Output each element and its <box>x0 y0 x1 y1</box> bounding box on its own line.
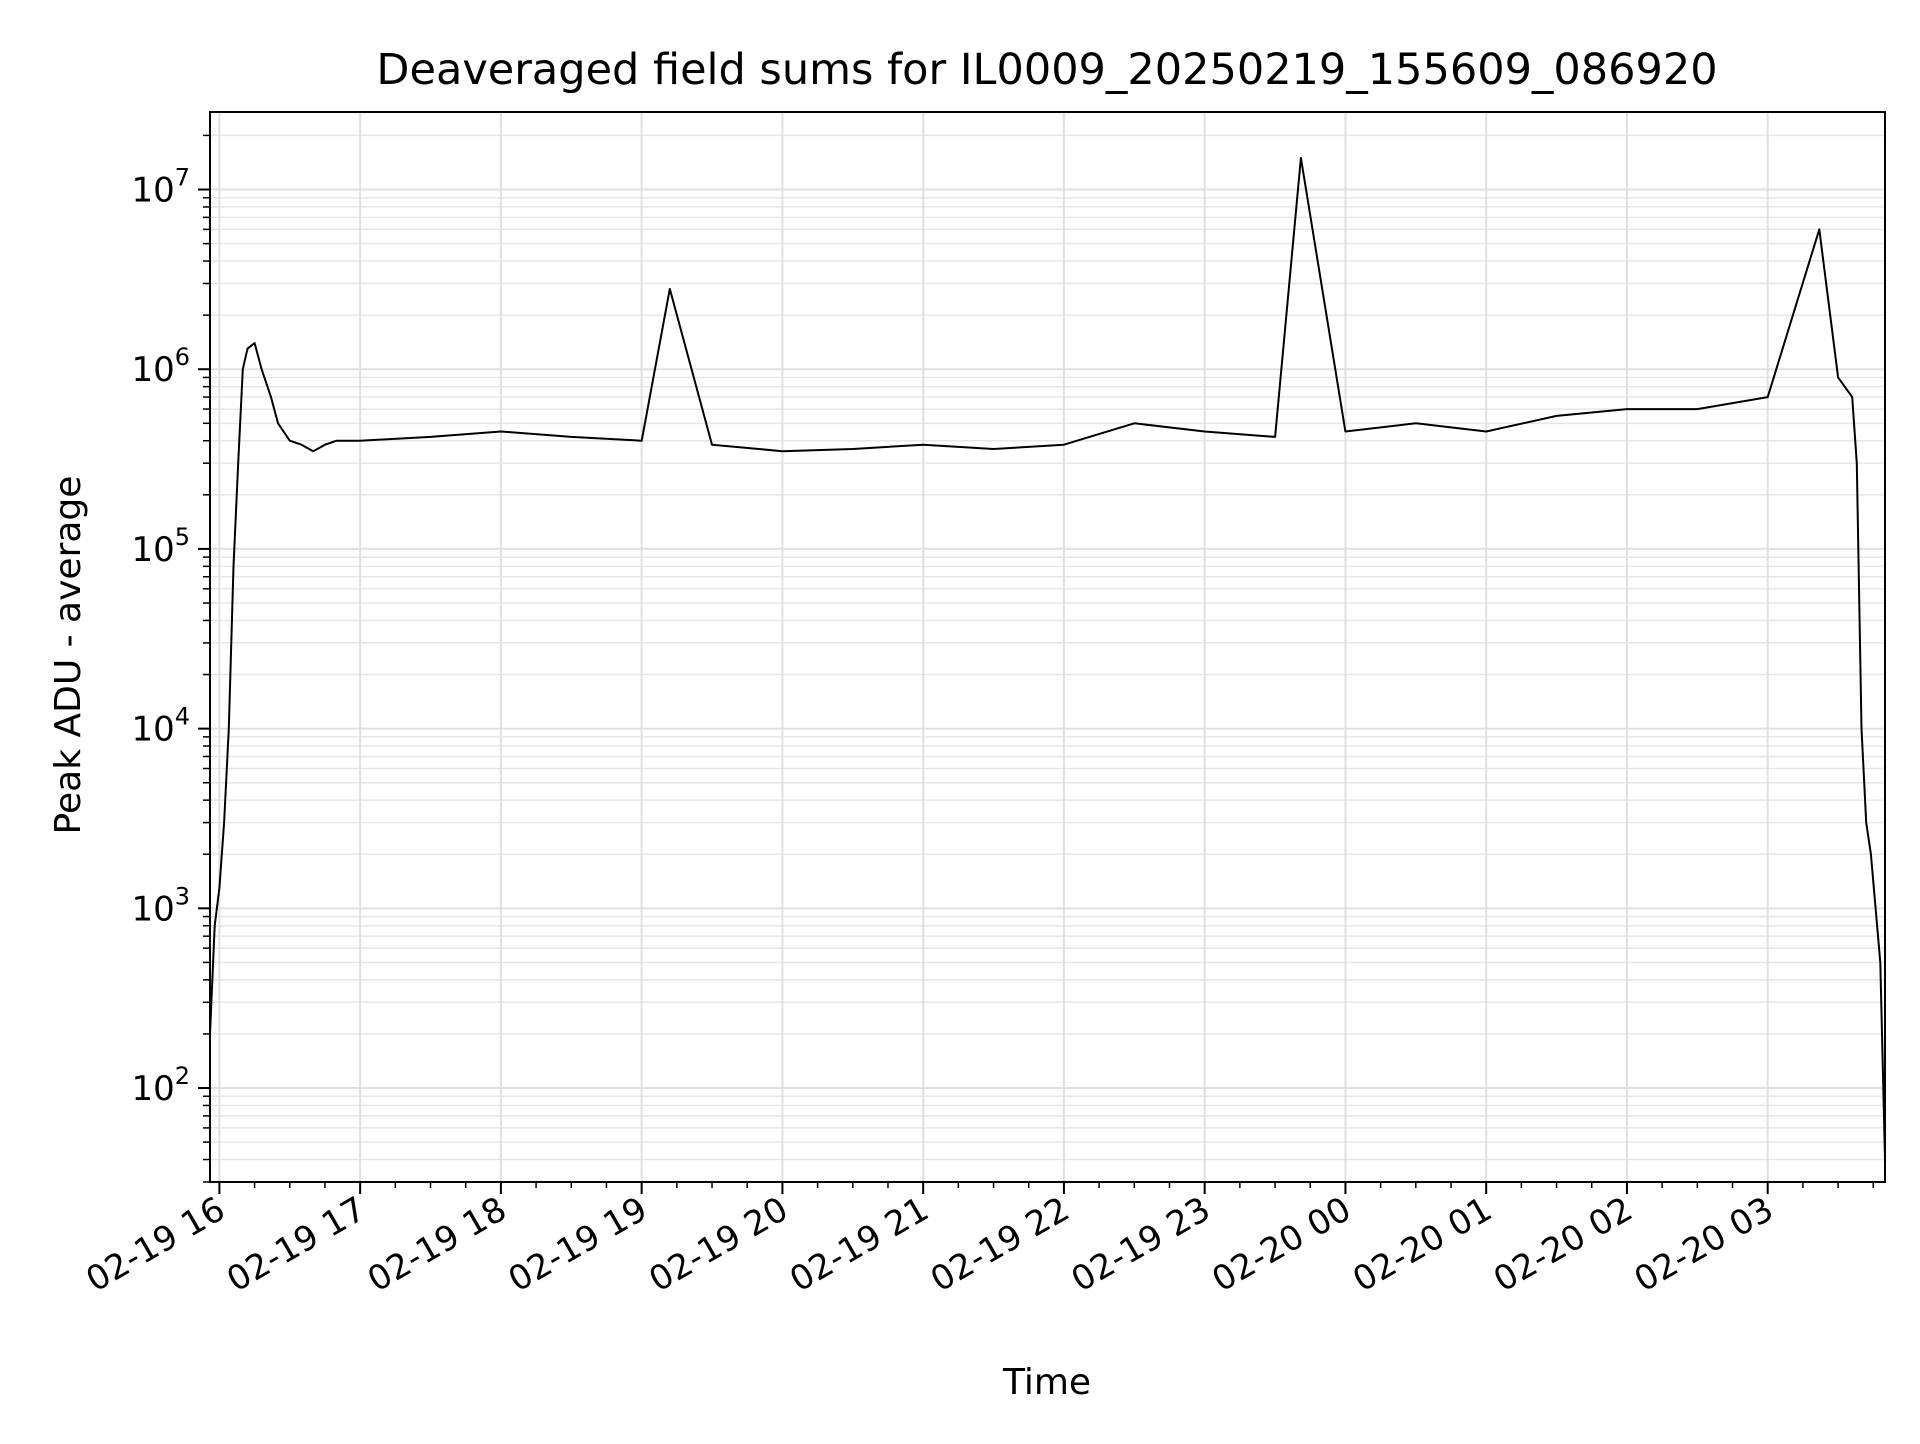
y-tick-label: 104 <box>131 703 190 750</box>
x-tick-label: 02-19 23 <box>1065 1189 1217 1300</box>
y-tick-label: 103 <box>131 882 190 929</box>
x-tick-label: 02-19 16 <box>79 1189 231 1300</box>
plot-area-frame <box>209 111 1886 1183</box>
x-tick-label: 02-19 17 <box>220 1189 372 1300</box>
x-tick-label: 02-19 20 <box>643 1189 795 1300</box>
y-tick-label: 106 <box>131 343 190 390</box>
chart-title: Deaveraged field sums for IL0009_2025021… <box>376 45 1717 95</box>
grid-layer <box>210 112 1885 1183</box>
x-tick-label: 02-20 02 <box>1487 1189 1639 1300</box>
y-tick-label: 102 <box>131 1062 190 1109</box>
x-tick-label: 02-19 22 <box>924 1189 1076 1300</box>
x-tick-label: 02-20 00 <box>1206 1189 1358 1300</box>
y-axis-label: Peak ADU - average <box>48 476 89 835</box>
x-tick-label: 02-19 21 <box>783 1189 935 1300</box>
y-tick-label: 107 <box>131 164 190 211</box>
y-tick-label: 105 <box>131 523 190 570</box>
x-tick-label: 02-20 03 <box>1628 1189 1780 1300</box>
x-tick-label: 02-19 18 <box>361 1189 513 1300</box>
series-line <box>209 156 1886 1160</box>
x-axis-label: Time <box>1002 1362 1091 1403</box>
data-layer <box>209 156 1886 1160</box>
x-tick-label: 02-20 01 <box>1346 1189 1498 1300</box>
x-tick-label: 02-19 19 <box>502 1189 654 1300</box>
